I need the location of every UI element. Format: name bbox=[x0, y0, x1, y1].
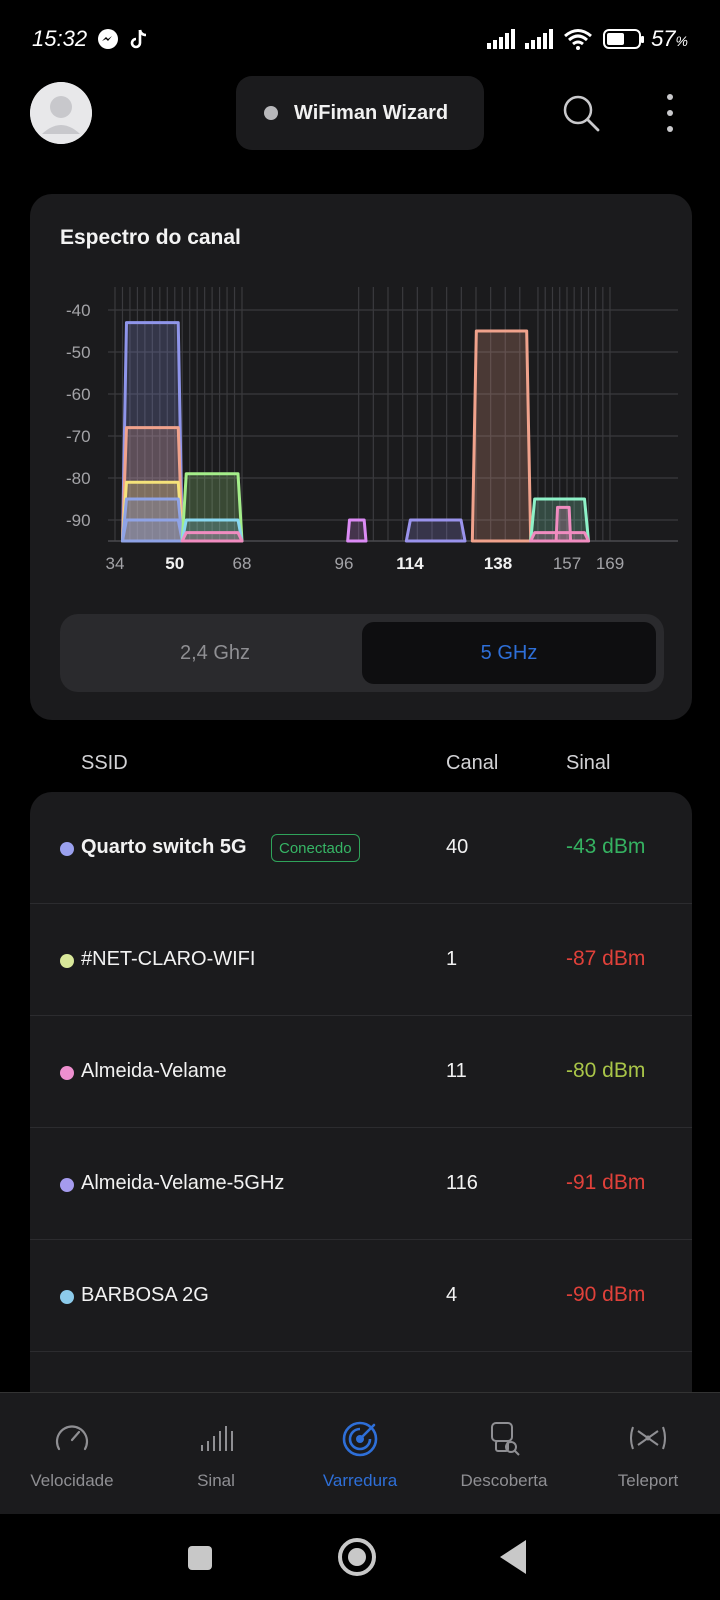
network-color-dot bbox=[60, 1066, 74, 1080]
nav-label: Varredura bbox=[322, 1471, 398, 1490]
nav-item-varredura[interactable]: Varredura bbox=[288, 1393, 432, 1514]
spectrum-title: Espectro do canal bbox=[60, 226, 241, 249]
connected-badge: Conectado bbox=[271, 834, 360, 862]
nav-label: Velocidade bbox=[30, 1471, 114, 1490]
network-row[interactable]: BARBOSA 2G 4 -90 dBm bbox=[30, 1240, 692, 1352]
nav-item-teleport[interactable]: Teleport bbox=[576, 1393, 720, 1514]
nav-label: Descoberta bbox=[460, 1471, 548, 1490]
x-tick-label: 68 bbox=[233, 554, 252, 573]
teleport-icon bbox=[630, 1426, 666, 1450]
search-icon[interactable] bbox=[560, 92, 602, 134]
radar-icon bbox=[342, 1421, 378, 1457]
nav-item-velocidade[interactable]: Velocidade bbox=[0, 1393, 144, 1514]
network-row[interactable]: Quarto switch 5G Conectado 40 -43 dBm bbox=[30, 792, 692, 904]
battery-percent: 57 bbox=[651, 26, 676, 51]
y-tick-label: -40 bbox=[66, 301, 91, 320]
android-nav-bar bbox=[0, 1514, 720, 1600]
spectrum-series bbox=[529, 531, 590, 543]
network-signal: -43 dBm bbox=[566, 835, 646, 858]
battery-unit: % bbox=[675, 33, 688, 49]
band-option-2-4ghz[interactable]: 2,4 Ghz bbox=[179, 641, 251, 664]
spectrum-series bbox=[120, 518, 184, 543]
more-vert-icon[interactable] bbox=[650, 90, 690, 136]
network-channel: 4 bbox=[446, 1284, 458, 1306]
network-channel: 116 bbox=[446, 1172, 478, 1194]
y-tick-label: -80 bbox=[66, 469, 91, 488]
signal-icon bbox=[487, 29, 516, 49]
network-ssid: BARBOSA 2G bbox=[81, 1284, 209, 1306]
network-signal: -87 dBm bbox=[566, 947, 646, 970]
y-tick-label: -70 bbox=[66, 427, 91, 446]
home-button[interactable] bbox=[338, 1538, 376, 1576]
list-header: SSID Canal Sinal bbox=[0, 752, 720, 786]
column-signal[interactable]: Sinal bbox=[566, 752, 611, 774]
column-ssid[interactable]: SSID bbox=[81, 752, 128, 774]
network-row[interactable]: #NET-CLARO-WIFI 1 -87 dBm bbox=[30, 904, 692, 1016]
network-ssid: #NET-CLARO-WIFI bbox=[81, 948, 256, 970]
tiktok-icon bbox=[130, 29, 147, 49]
network-ssid: Almeida-Velame-5GHz bbox=[81, 1172, 285, 1194]
status-bar: 15:32 57% bbox=[0, 0, 720, 82]
network-row[interactable]: Almeida-Velame-5GHz 116 -91 dBm bbox=[30, 1128, 692, 1240]
network-color-dot bbox=[60, 1178, 74, 1192]
network-row[interactable]: Almeida-Velame 11 -80 dBm bbox=[30, 1016, 692, 1128]
wifi-icon bbox=[564, 29, 593, 50]
x-tick-label: 34 bbox=[106, 554, 125, 573]
x-tick-label: 96 bbox=[335, 554, 354, 573]
speedometer-icon bbox=[55, 1425, 89, 1451]
x-tick-label: 157 bbox=[553, 554, 581, 573]
discovery-icon bbox=[491, 1422, 520, 1456]
network-list: Quarto switch 5G Conectado 40 -43 dBm #N… bbox=[30, 792, 692, 1392]
nav-label: Sinal bbox=[197, 1471, 235, 1490]
network-signal: -80 dBm bbox=[566, 1059, 646, 1082]
spectrum-series bbox=[470, 329, 533, 543]
y-tick-label: -60 bbox=[66, 385, 91, 404]
column-channel[interactable]: Canal bbox=[446, 752, 499, 774]
bottom-nav: Velocidade Sinal Varredura Descoberta bbox=[0, 1392, 720, 1514]
spectrum-chart: -40 -50 -60 -70 -80 -90 34 50 68 96 114 138 157 169 bbox=[66, 287, 678, 573]
network-channel: 1 bbox=[446, 948, 458, 970]
avatar[interactable] bbox=[30, 82, 92, 144]
wizard-button[interactable]: WiFiman Wizard bbox=[236, 76, 484, 150]
network-signal: -90 dBm bbox=[566, 1283, 646, 1306]
y-tick-label: -50 bbox=[66, 343, 91, 362]
nav-item-sinal[interactable]: Sinal bbox=[144, 1393, 288, 1514]
network-color-dot bbox=[60, 954, 74, 968]
wizard-label: WiFiman Wizard bbox=[294, 101, 449, 124]
spectrum-series bbox=[180, 531, 244, 543]
spectrum-series bbox=[404, 518, 467, 543]
x-tick-label: 50 bbox=[165, 554, 184, 573]
nav-item-descoberta[interactable]: Descoberta bbox=[432, 1393, 576, 1514]
network-signal: -91 dBm bbox=[566, 1171, 646, 1194]
band-toggle: 2,4 Ghz 5 GHz bbox=[60, 614, 664, 692]
network-color-dot bbox=[60, 1290, 74, 1304]
status-time: 15:32 bbox=[32, 26, 88, 51]
network-channel: 40 bbox=[446, 836, 469, 858]
signal-icon bbox=[525, 29, 554, 49]
app-header: WiFiman Wizard bbox=[0, 76, 720, 150]
status-dot bbox=[264, 106, 278, 120]
spectrum-card: Espectro do canal -40 -50 -60 -70 -80 -90 34 50… bbox=[30, 194, 692, 720]
x-tick-label: 138 bbox=[484, 554, 512, 573]
x-tick-label: 114 bbox=[396, 554, 424, 573]
network-color-dot bbox=[60, 842, 74, 856]
user-avatar-icon bbox=[30, 82, 92, 144]
network-ssid: Almeida-Velame bbox=[81, 1060, 227, 1082]
spectrum-series bbox=[346, 518, 368, 543]
battery-icon bbox=[603, 29, 645, 49]
network-ssid: Quarto switch 5G bbox=[81, 836, 247, 858]
network-channel: 11 bbox=[446, 1060, 467, 1082]
y-tick-label: -90 bbox=[66, 511, 91, 530]
band-option-5ghz[interactable]: 5 GHz bbox=[362, 622, 656, 684]
back-button[interactable] bbox=[500, 1540, 526, 1574]
nav-label: Teleport bbox=[617, 1471, 679, 1490]
recents-button[interactable] bbox=[188, 1546, 212, 1570]
x-tick-label: 169 bbox=[596, 554, 624, 573]
signal-bars-icon bbox=[201, 1426, 233, 1451]
messenger-icon bbox=[98, 29, 119, 49]
